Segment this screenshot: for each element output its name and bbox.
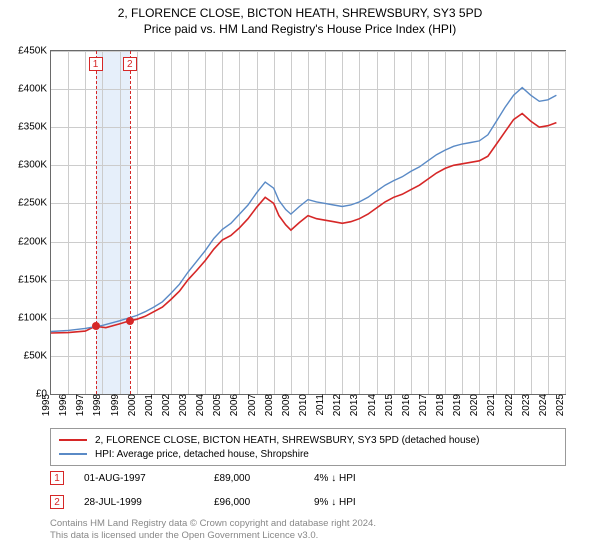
y-tick-label: £350K <box>18 122 51 133</box>
x-tick-label: 2001 <box>144 394 155 416</box>
y-tick-label: £450K <box>18 46 51 57</box>
event-marker: 1 <box>89 57 103 71</box>
x-tick-label: 2025 <box>555 394 566 416</box>
x-tick-label: 1998 <box>92 394 103 416</box>
x-tick-label: 2023 <box>521 394 532 416</box>
event-dot <box>92 322 100 330</box>
legend-swatch <box>59 439 87 441</box>
y-tick-label: £100K <box>18 312 51 323</box>
chart-legend: 2, FLORENCE CLOSE, BICTON HEATH, SHREWSB… <box>50 428 566 466</box>
event-delta: 9% ↓ HPI <box>314 497 414 508</box>
y-tick-label: £300K <box>18 160 51 171</box>
x-tick-label: 2004 <box>195 394 206 416</box>
footnote-line: This data is licensed under the Open Gov… <box>50 530 566 542</box>
x-tick-label: 2016 <box>401 394 412 416</box>
event-row: 2 28-JUL-1999 £96,000 9% ↓ HPI <box>50 490 566 514</box>
x-tick-label: 2020 <box>469 394 480 416</box>
x-tick-label: 2021 <box>486 394 497 416</box>
chart-title: 2, FLORENCE CLOSE, BICTON HEATH, SHREWSB… <box>0 6 600 20</box>
event-price: £89,000 <box>214 473 294 484</box>
legend-label: 2, FLORENCE CLOSE, BICTON HEATH, SHREWSB… <box>95 435 479 446</box>
y-tick-label: £400K <box>18 84 51 95</box>
x-tick-label: 2008 <box>264 394 275 416</box>
x-tick-label: 1996 <box>58 394 69 416</box>
x-tick-label: 2010 <box>298 394 309 416</box>
y-tick-label: £150K <box>18 274 51 285</box>
x-tick-label: 2007 <box>247 394 258 416</box>
event-marker: 2 <box>123 57 137 71</box>
x-tick-label: 2014 <box>367 394 378 416</box>
x-tick-label: 2013 <box>349 394 360 416</box>
legend-item-hpi: HPI: Average price, detached house, Shro… <box>59 447 557 461</box>
x-tick-label: 2019 <box>452 394 463 416</box>
event-date: 28-JUL-1999 <box>84 497 194 508</box>
x-tick-label: 2012 <box>332 394 343 416</box>
x-tick-label: 2005 <box>212 394 223 416</box>
event-date: 01-AUG-1997 <box>84 473 194 484</box>
x-tick-label: 2000 <box>127 394 138 416</box>
series-line-price_paid <box>51 114 556 334</box>
chart-plot-area: £0£50K£100K£150K£200K£250K£300K£350K£400… <box>50 50 566 395</box>
footnote-line: Contains HM Land Registry data © Crown c… <box>50 518 566 530</box>
x-tick-label: 2015 <box>384 394 395 416</box>
x-tick-label: 1997 <box>75 394 86 416</box>
event-index-box: 1 <box>50 471 64 485</box>
event-delta: 4% ↓ HPI <box>314 473 414 484</box>
x-tick-label: 2006 <box>229 394 240 416</box>
y-tick-label: £50K <box>24 350 51 361</box>
x-tick-label: 2018 <box>435 394 446 416</box>
x-tick-label: 2003 <box>178 394 189 416</box>
event-index-box: 2 <box>50 495 64 509</box>
x-tick-label: 2017 <box>418 394 429 416</box>
series-line-hpi <box>51 88 556 332</box>
event-row: 1 01-AUG-1997 £89,000 4% ↓ HPI <box>50 466 566 490</box>
x-tick-label: 1995 <box>41 394 52 416</box>
event-price: £96,000 <box>214 497 294 508</box>
x-tick-label: 2024 <box>538 394 549 416</box>
legend-label: HPI: Average price, detached house, Shro… <box>95 449 309 460</box>
x-tick-label: 2009 <box>281 394 292 416</box>
event-dot <box>126 317 134 325</box>
x-tick-label: 2011 <box>315 394 326 416</box>
x-tick-label: 2002 <box>161 394 172 416</box>
events-table: 1 01-AUG-1997 £89,000 4% ↓ HPI 2 28-JUL-… <box>50 466 566 514</box>
chart-svg <box>51 51 565 394</box>
chart-footnote: Contains HM Land Registry data © Crown c… <box>50 518 566 542</box>
x-tick-label: 2022 <box>504 394 515 416</box>
x-tick-label: 1999 <box>110 394 121 416</box>
y-tick-label: £200K <box>18 236 51 247</box>
chart-subtitle: Price paid vs. HM Land Registry's House … <box>0 22 600 36</box>
legend-item-price-paid: 2, FLORENCE CLOSE, BICTON HEATH, SHREWSB… <box>59 433 557 447</box>
legend-swatch <box>59 453 87 455</box>
y-tick-label: £250K <box>18 198 51 209</box>
